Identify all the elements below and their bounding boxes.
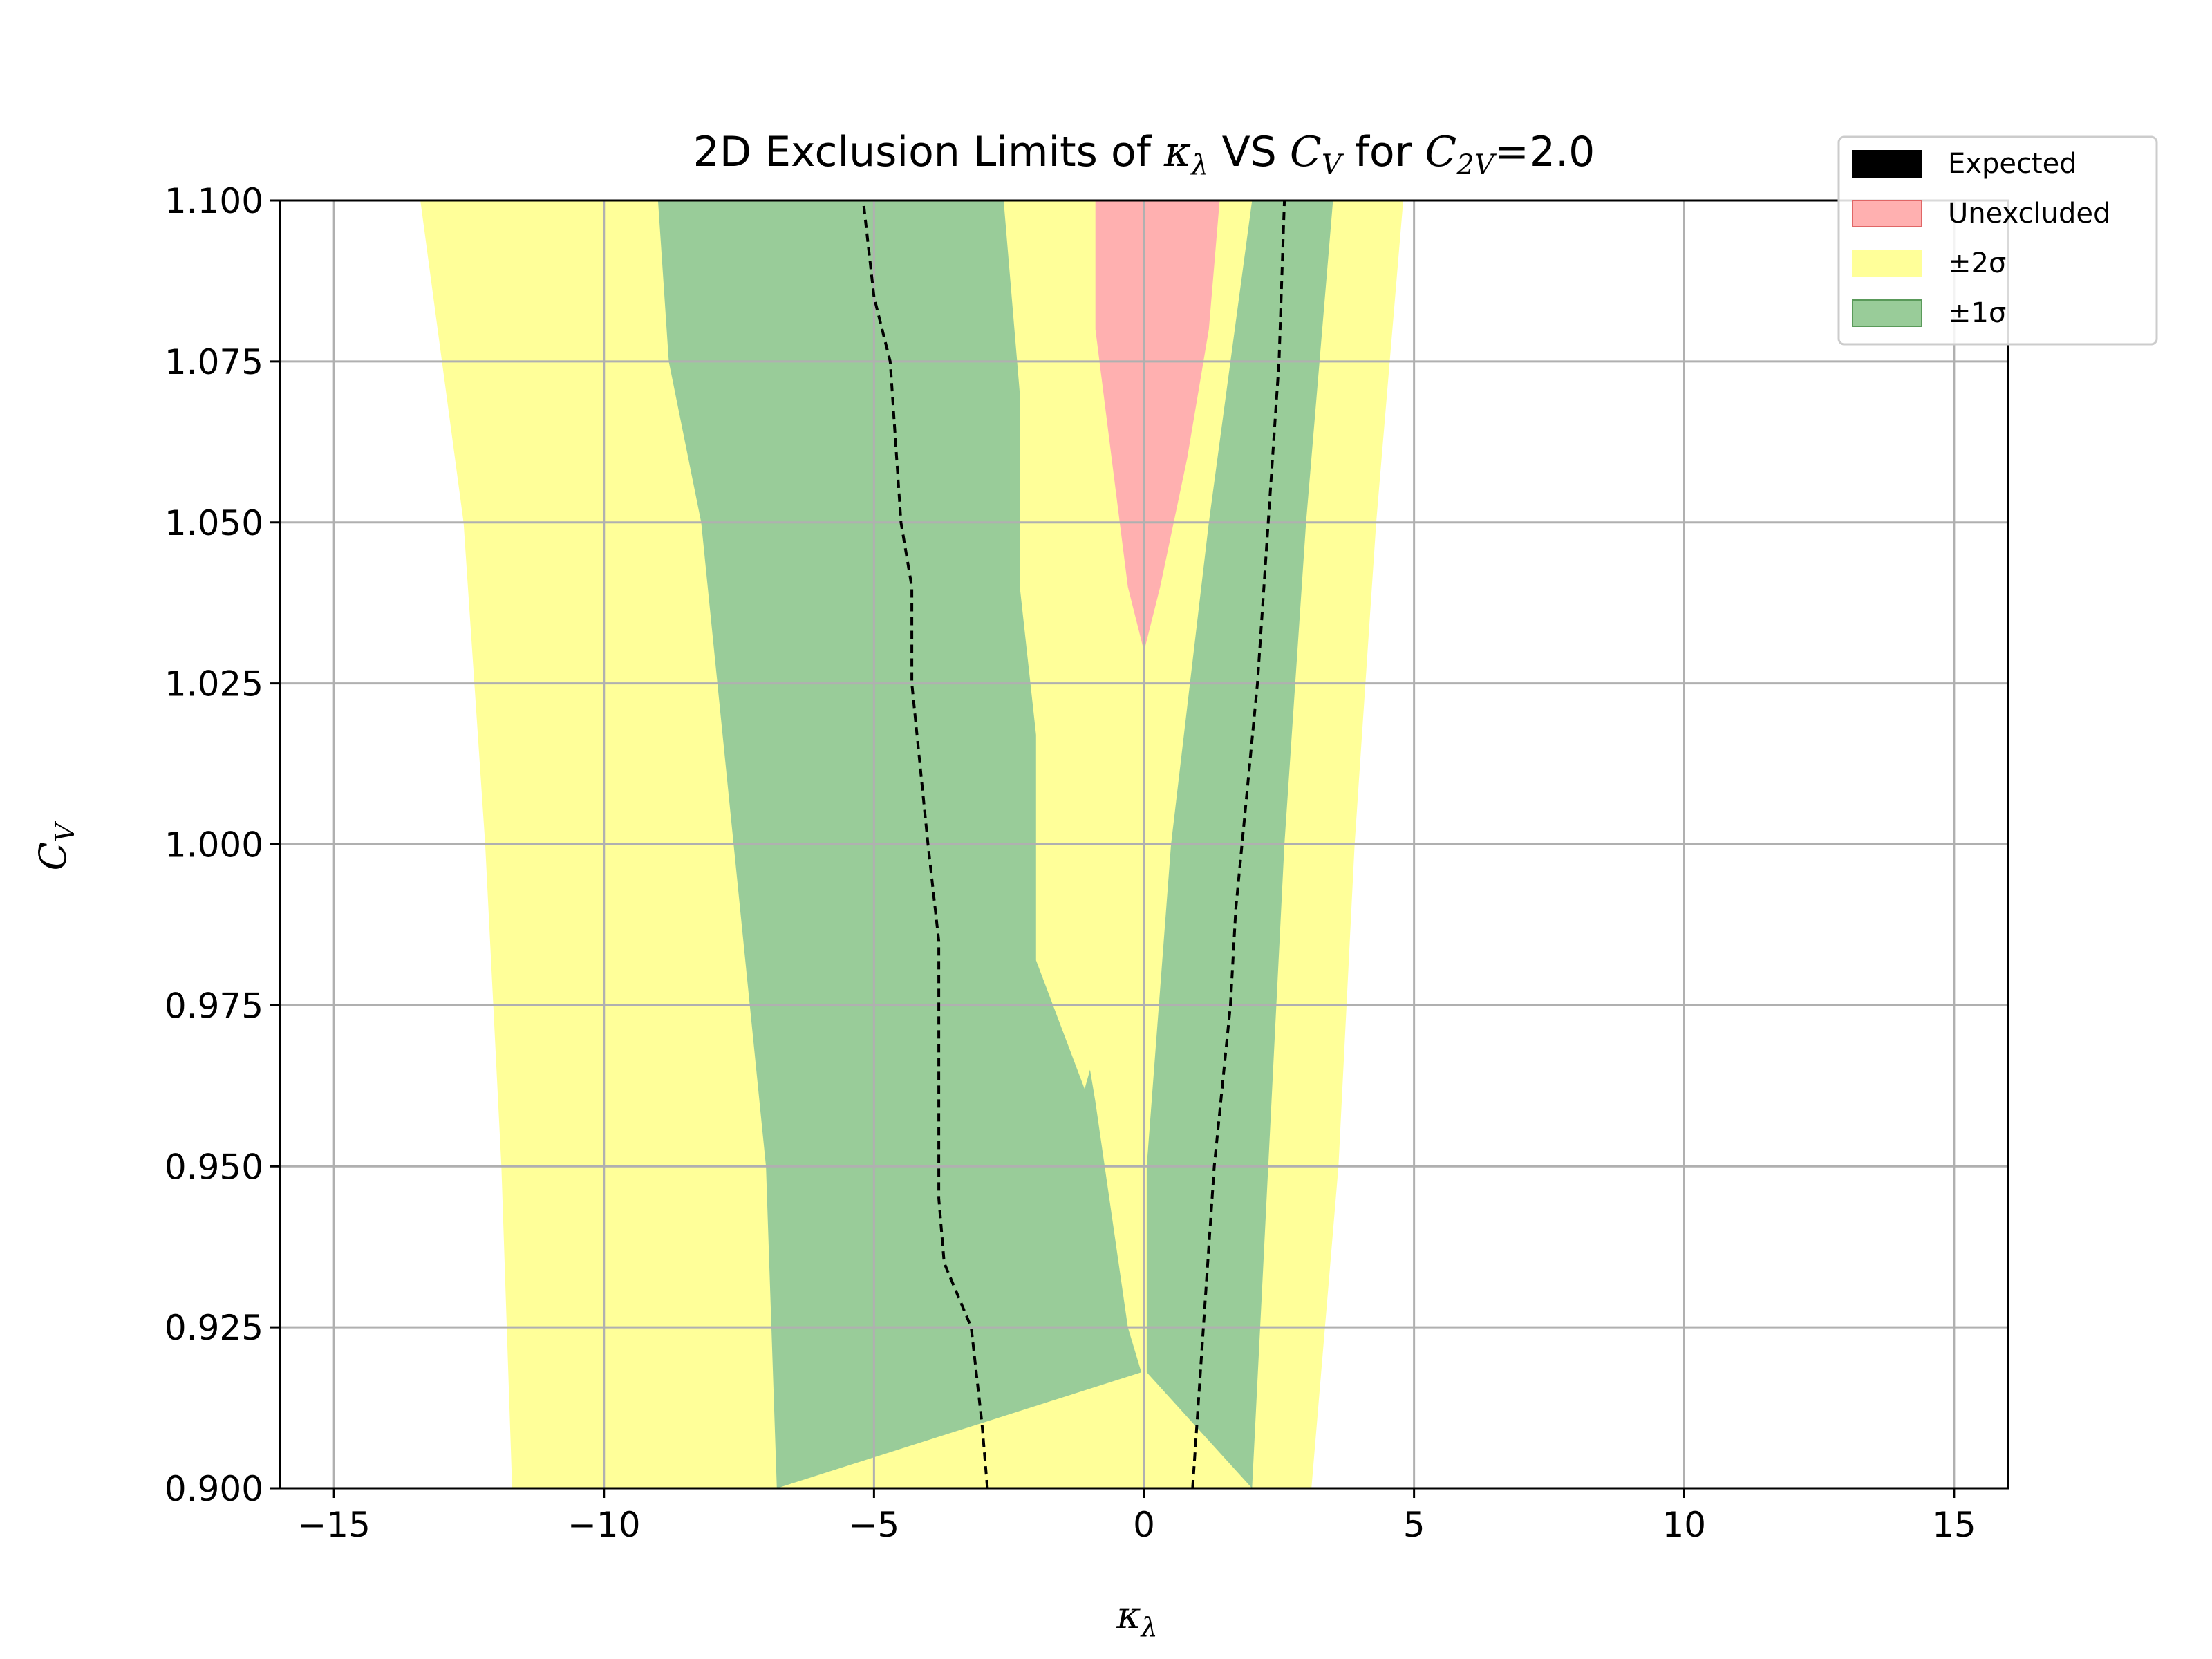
- y-tick-label: 1.050: [165, 503, 263, 543]
- x-tick-label: 0: [1133, 1505, 1155, 1545]
- y-tick-label: 1.000: [165, 825, 263, 865]
- x-tick-label: −15: [297, 1505, 371, 1545]
- chart-title: 2D Exclusion Limits of κλ VS CV for C2V=…: [693, 128, 1595, 181]
- y-tick-label: 1.025: [165, 664, 263, 704]
- y-tick-label: 1.100: [165, 181, 263, 221]
- legend-label: Unexcluded: [1948, 198, 2110, 229]
- legend-label: Expected: [1948, 148, 2077, 180]
- legend-swatch: [1852, 200, 1922, 227]
- legend-swatch: [1852, 299, 1922, 327]
- x-tick-label: −10: [568, 1505, 641, 1545]
- x-tick-label: 10: [1662, 1505, 1706, 1545]
- x-tick-label: 5: [1403, 1505, 1425, 1545]
- y-tick-label: 0.975: [165, 986, 263, 1026]
- legend-label: ±1σ: [1948, 297, 2006, 329]
- x-axis-label: κλ: [1116, 1593, 1158, 1642]
- y-axis-label: CV: [31, 821, 80, 870]
- x-tick-label: −5: [849, 1505, 900, 1545]
- legend: Expected Unexcluded ±2σ ±1σ: [1837, 135, 2158, 346]
- expected-line-left: [861, 200, 989, 1488]
- legend-swatch: [1852, 250, 1922, 277]
- y-axis-ticks: 0.900 0.925 0.950 0.975 1.000 1.025 1.050 1.075…: [165, 181, 280, 1509]
- y-tick-label: 1.075: [165, 342, 263, 382]
- x-tick-label: 15: [1932, 1505, 1976, 1545]
- legend-label: ±2σ: [1948, 247, 2006, 279]
- y-tick-label: 0.925: [165, 1308, 263, 1348]
- x-axis-ticks: −15 −10 −5 0 5 10 15: [297, 1488, 1976, 1545]
- legend-swatch: [1852, 150, 1922, 178]
- legend-frame: [1837, 135, 2158, 346]
- expected-limit-lines: [861, 200, 1286, 1488]
- unexcluded-region: [1095, 200, 1220, 652]
- expected-line-right: [1191, 200, 1286, 1488]
- y-tick-label: 0.900: [165, 1469, 263, 1509]
- y-tick-label: 0.950: [165, 1147, 263, 1187]
